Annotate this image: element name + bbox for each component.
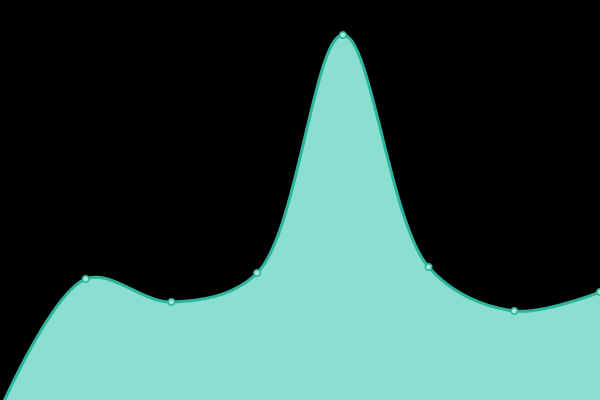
data-point-marker[interactable] xyxy=(167,297,176,306)
data-point-marker[interactable] xyxy=(510,306,519,315)
data-point-marker[interactable] xyxy=(253,268,262,277)
data-point-marker[interactable] xyxy=(424,262,433,271)
area-fill xyxy=(0,35,600,400)
line-path xyxy=(2,33,600,400)
data-point-marker[interactable] xyxy=(338,30,347,39)
data-point-marker[interactable] xyxy=(81,274,90,283)
